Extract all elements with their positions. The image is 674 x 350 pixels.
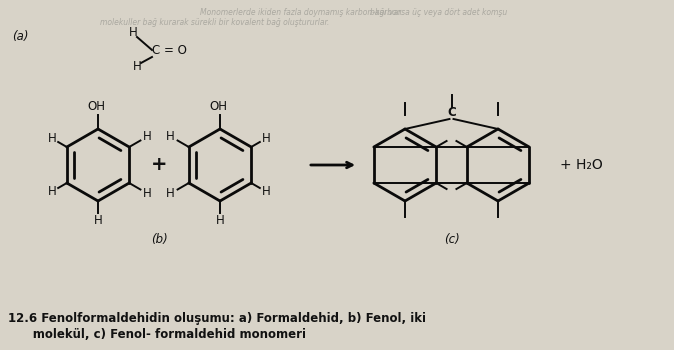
Text: C: C (447, 105, 456, 119)
Text: H: H (143, 187, 152, 200)
Text: H: H (262, 132, 270, 145)
Text: OH: OH (209, 100, 227, 113)
Text: H: H (262, 185, 270, 198)
Text: (a): (a) (12, 30, 28, 43)
Text: H: H (216, 215, 224, 228)
Text: (c): (c) (443, 232, 460, 245)
Text: molekuller bağ kurarak sürekli bir kovalent bağ oluştururlar.: molekuller bağ kurarak sürekli bir koval… (100, 18, 330, 27)
Text: H: H (94, 215, 102, 228)
Text: C: C (151, 44, 159, 57)
Text: H: H (166, 130, 175, 143)
Text: H: H (48, 132, 57, 145)
Text: H: H (48, 185, 57, 198)
Text: molekül, c) Fenol- formaldehid monomeri: molekül, c) Fenol- formaldehid monomeri (8, 328, 306, 341)
Text: Monomerlerde ikiden fazla doymamış karbon-karbon: Monomerlerde ikiden fazla doymamış karbo… (200, 8, 402, 17)
Text: = O: = O (164, 44, 187, 57)
Text: + H₂O: + H₂O (560, 158, 603, 172)
Text: +: + (151, 155, 167, 175)
Text: H: H (133, 61, 142, 74)
Text: bağı varsa üç veya dört adet komşu: bağı varsa üç veya dört adet komşu (370, 8, 508, 17)
Text: H: H (166, 187, 175, 200)
Text: (b): (b) (150, 232, 167, 245)
Text: OH: OH (87, 100, 105, 113)
Text: 12.6 Fenolformaldehidin oluşumu: a) Formaldehid, b) Fenol, iki: 12.6 Fenolformaldehidin oluşumu: a) Form… (8, 312, 426, 325)
Text: H: H (129, 27, 137, 40)
Text: H: H (143, 130, 152, 143)
